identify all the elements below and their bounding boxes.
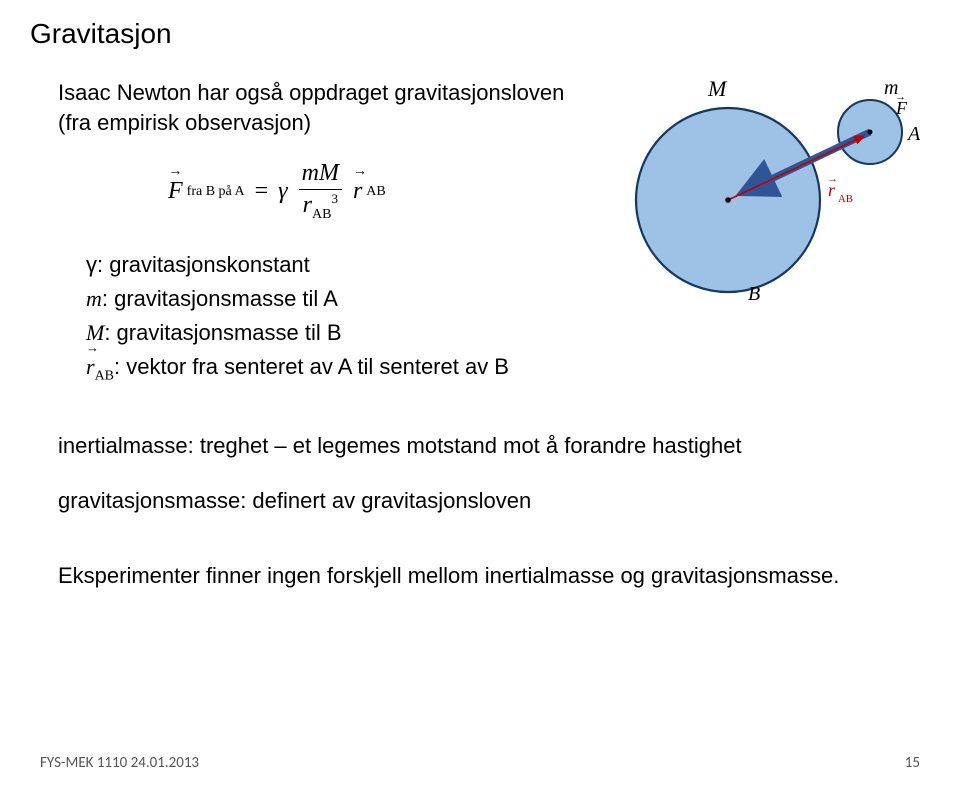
footer-page-number: 15 — [905, 754, 920, 772]
formula-den-sub: AB — [312, 206, 331, 221]
def-r: rAB: vektor fra senteret av A til senter… — [86, 350, 620, 387]
def-m-text: : gravitasjonsmasse til A — [102, 286, 338, 311]
intro-line-1: Isaac Newton har også oppdraget gravitas… — [58, 80, 564, 105]
formula-equals: = — [255, 178, 269, 205]
svg-text:B: B — [748, 283, 760, 302]
svg-text:→: → — [827, 173, 838, 185]
formula-r-sub: AB — [366, 184, 385, 200]
experiment-text: Eksperimenter finner ingen forskjell mel… — [58, 561, 920, 592]
page-footer: FYS-MEK 1110 24.01.2013 15 — [40, 754, 920, 772]
formula-fraction: mM rAB3 — [298, 161, 343, 222]
def-r-sym: r — [86, 350, 95, 384]
formula-den-exp: 3 — [331, 191, 338, 206]
def-r-text: : vektor fra senteret av A til senteret … — [114, 354, 509, 379]
gravitation-diagram: MmBAF→rAB→ — [620, 72, 920, 307]
def-big-m-text: : gravitasjonsmasse til B — [104, 320, 341, 345]
left-column: Isaac Newton har også oppdraget gravitas… — [30, 78, 620, 387]
formula-denominator: rAB3 — [299, 189, 342, 222]
def-gamma: γ: gravitasjonskonstant — [86, 248, 620, 282]
formula-r: r — [353, 178, 362, 205]
definitions-block: γ: gravitasjonskonstant m: gravitasjonsm… — [86, 248, 620, 387]
formula-gamma: γ — [278, 178, 287, 205]
intro-line-2: (fra empirisk observasjon) — [58, 110, 311, 135]
def-big-m: M: gravitasjonsmasse til B — [86, 316, 620, 350]
page-title: Gravitasjon — [30, 18, 920, 50]
diagram-svg: MmBAF→rAB→ — [620, 72, 920, 302]
def-r-sub: AB — [95, 369, 114, 384]
grav-mass-text: gravitasjonsmasse: definert av gravitasj… — [58, 486, 920, 517]
content-row: Isaac Newton har også oppdraget gravitas… — [30, 78, 920, 387]
svg-text:M: M — [707, 76, 728, 101]
gravitation-formula: Ffra B på A = γ mM rAB3 rAB — [168, 161, 620, 222]
formula-numerator: mM — [298, 161, 343, 188]
svg-text:AB: AB — [838, 193, 853, 205]
intro-text: Isaac Newton har også oppdraget gravitas… — [58, 78, 620, 137]
def-m: m: gravitasjonsmasse til A — [86, 282, 620, 316]
svg-text:→: → — [895, 91, 906, 103]
svg-text:A: A — [906, 123, 920, 145]
formula-F: F — [168, 178, 183, 205]
footer-left: FYS-MEK 1110 24.01.2013 — [40, 754, 199, 772]
formula-den-r: r — [303, 192, 312, 218]
def-m-sym: m — [86, 286, 102, 311]
inertial-mass-text: inertialmasse: treghet – et legemes mots… — [58, 431, 920, 462]
formula-F-sub: fra B på A — [187, 184, 245, 200]
